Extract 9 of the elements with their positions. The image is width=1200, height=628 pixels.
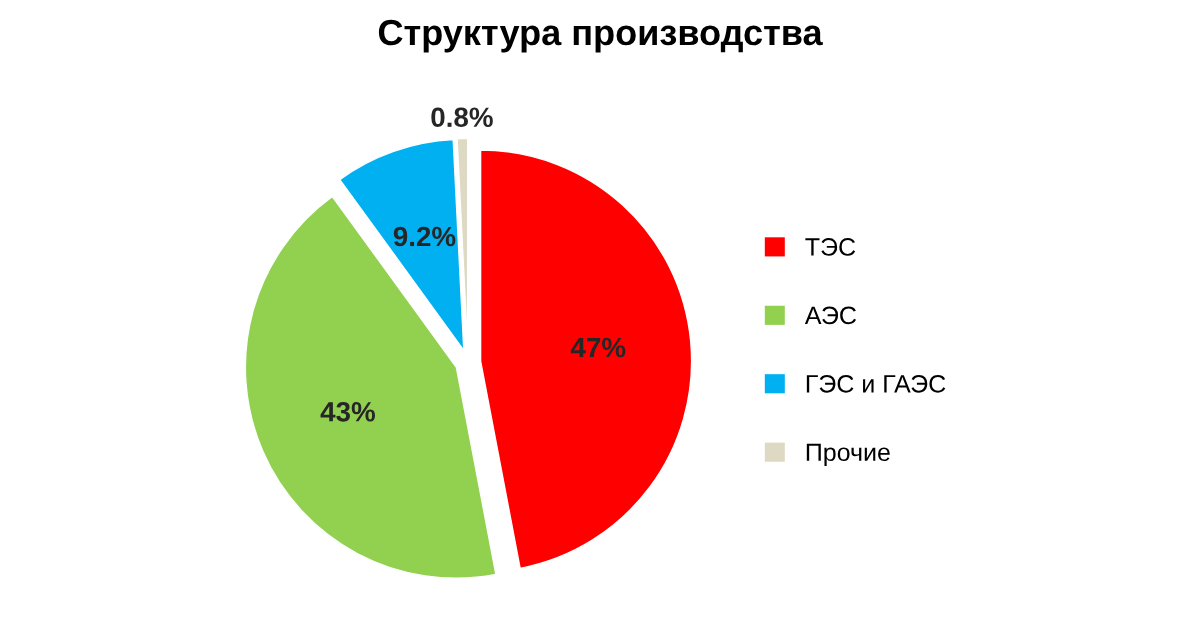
legend-label: ГЭС и ГАЭС [806, 374, 946, 393]
legend-label: ТЭС [805, 238, 856, 256]
chart-title: Структура производства [378, 19, 823, 53]
legend-label: Прочие [806, 443, 890, 467]
data-label: 47% [570, 337, 626, 358]
data-label: 43% [320, 401, 375, 422]
legend-label: АЭС [804, 306, 856, 325]
data-label: 0.8% [431, 107, 493, 128]
data-label: 9.2% [393, 226, 456, 247]
